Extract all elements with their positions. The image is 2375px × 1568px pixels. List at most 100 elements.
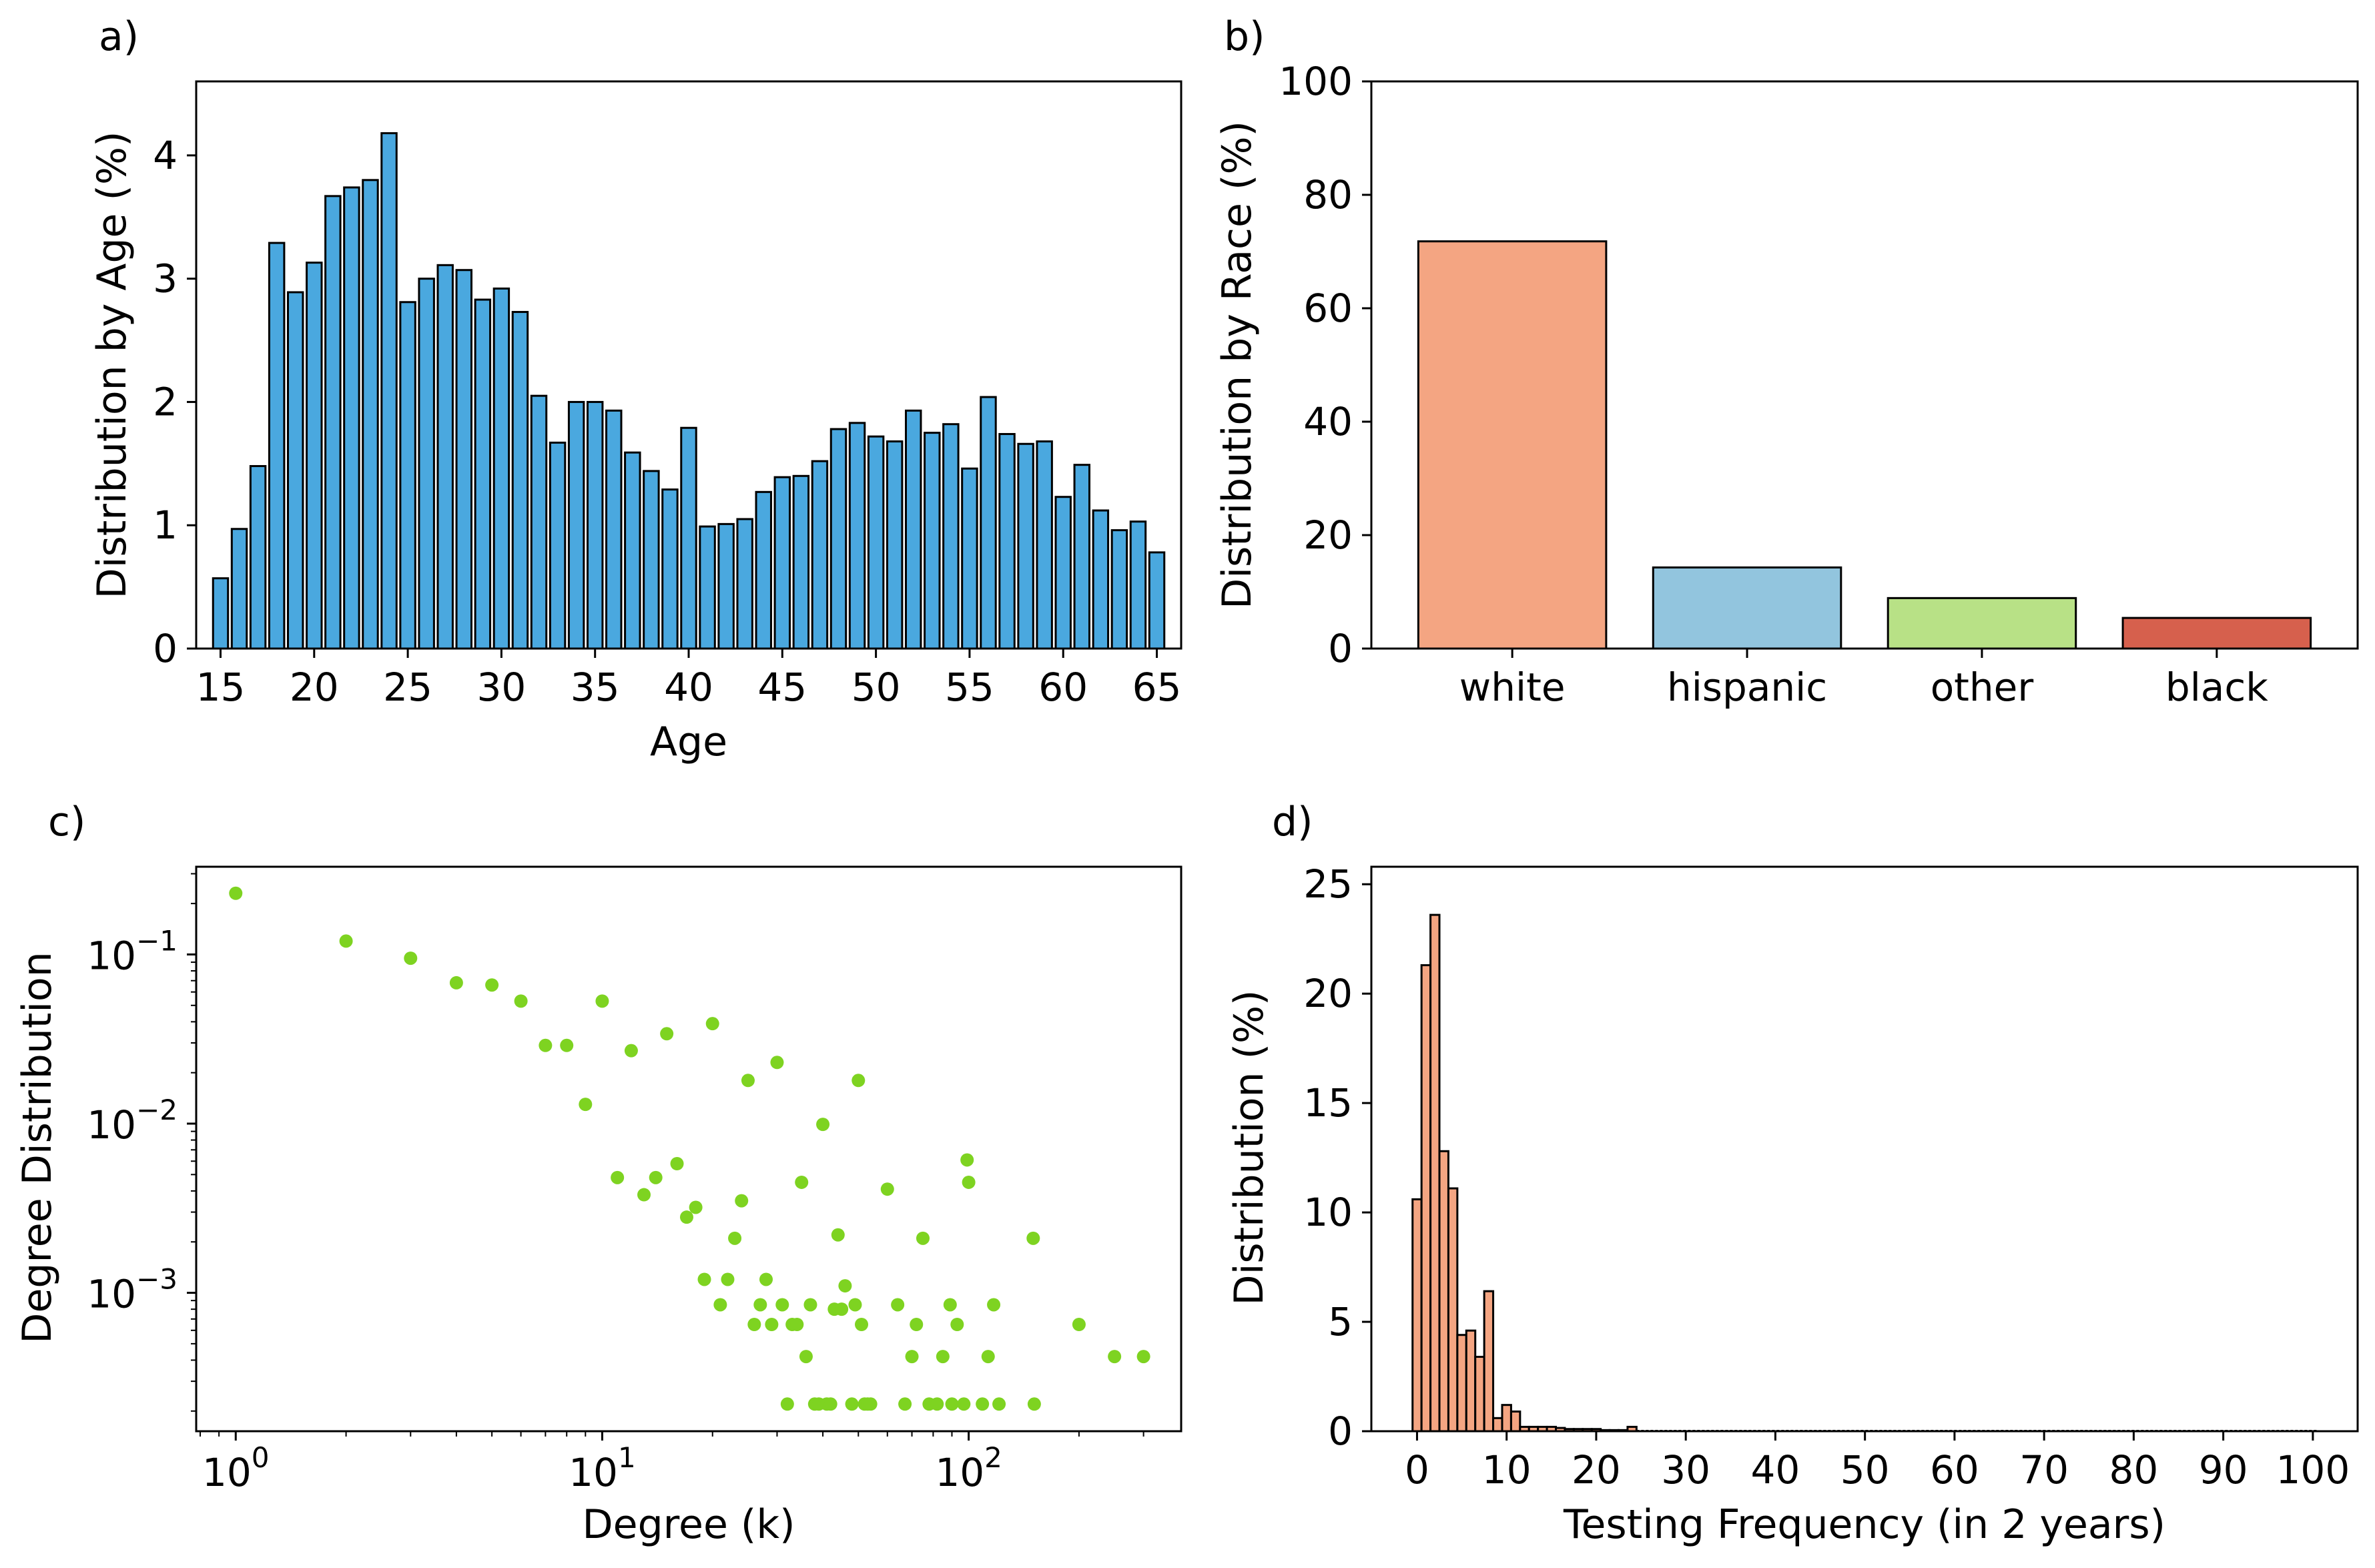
degree-point [485,978,499,992]
degree-y-tick-label: 10−3 [87,1263,178,1317]
age-bar [1110,529,1128,650]
age-bar [230,528,248,650]
degree-point [649,1170,663,1184]
age-y-tick-label: 3 [153,256,178,302]
degree-x-tick-label: 101 [569,1441,636,1495]
age-x-tick-label: 55 [945,665,994,710]
degree-point [831,1228,845,1242]
race-y-ticks: 0 20 40 60 80 100 [1279,59,1371,671]
degree-point [713,1298,727,1312]
degree-y-axis-label: Degree Distribution [14,951,61,1344]
age-bar [511,311,529,650]
age-bar [1092,509,1110,650]
degree-point [705,1017,719,1031]
panel-a-label: a) [99,13,139,60]
degree-point [950,1317,964,1331]
race-plot-frame [1370,80,2359,650]
degree-point [728,1231,742,1245]
degree-point [449,975,463,990]
panel-b: b) white hispanic other black 020406080100 … [1214,13,2359,710]
degree-x-axis-label: Degree (k) [582,1501,795,1548]
degree-point [987,1298,1001,1312]
age-bar [680,426,697,650]
testing-bar [1447,1187,1459,1433]
degree-point [845,1397,859,1411]
age-bar [436,264,454,650]
race-y-tick-label: 0 [1328,626,1353,671]
panel-a: a) 15 20 25 30 35 40 45 50 55 60 65 0 1 2 3 4 Age Dist… [89,13,1182,765]
testing-x-tick-label: 50 [1840,1447,1890,1493]
race-y-tick-label: 40 [1303,399,1353,444]
degree-point [976,1397,990,1411]
testing-bar [1501,1404,1512,1433]
race-y-tick-label: 100 [1279,59,1353,104]
degree-point [747,1317,761,1331]
age-bar [980,396,997,650]
degree-point [741,1074,755,1088]
race-bar-white [1417,240,1608,650]
age-x-tick-label: 40 [664,665,713,710]
panel-b-label: b) [1224,13,1265,60]
age-bar [661,488,679,650]
age-bar [736,518,753,650]
age-bar [212,577,230,650]
panel-c-label: c) [48,799,85,845]
testing-bars [1411,913,2318,1433]
degree-point [992,1397,1006,1411]
age-bar [998,432,1016,650]
degree-point [775,1298,789,1312]
degree-point [962,1175,976,1189]
testing-bar [1429,913,1441,1433]
degree-point [753,1298,767,1312]
age-bar [343,186,360,650]
degree-y-ticks: 10−1 10−2 10−3 [87,873,196,1412]
degree-point [910,1317,924,1331]
degree-point [679,1210,693,1224]
testing-x-tick-label: 10 [1482,1447,1532,1493]
testing-bar [1438,1150,1449,1433]
testing-x-ticks: 0 10 20 30 40 50 60 70 80 90 100 [1405,1431,2350,1493]
degree-point [1072,1317,1086,1331]
degree-point [916,1231,930,1245]
degree-point [838,1279,852,1293]
degree-point [404,951,418,965]
age-bar [1148,551,1166,650]
degree-point [795,1175,809,1189]
age-bar [643,470,660,650]
race-y-tick-label: 80 [1303,172,1353,218]
age-bar [474,298,492,650]
age-x-tick-label: 65 [1132,665,1182,710]
degree-point [880,1182,894,1196]
race-x-ticks: white hispanic other black [1459,649,2268,710]
age-bar [1017,442,1034,650]
age-x-tick-label: 50 [852,665,901,710]
age-bar [268,242,286,650]
degree-point [670,1156,684,1170]
testing-bar [1456,1334,1467,1433]
age-bar [1129,520,1147,650]
age-bar [1036,440,1053,650]
age-bar [942,423,960,650]
age-bar [886,440,904,650]
age-bar [905,409,922,650]
degree-point [799,1350,813,1364]
age-bar [755,490,772,650]
race-y-tick-label: 60 [1303,286,1353,331]
degree-x-tick-label: 102 [935,1441,1002,1495]
age-bar [530,394,548,650]
age-y-axis-label: Distribution by Age (%) [89,131,135,599]
age-bar [605,409,623,650]
age-x-tick-label: 30 [476,665,526,710]
degree-point [735,1194,749,1208]
race-bars [1417,240,2312,650]
testing-x-tick-label: 20 [1572,1447,1621,1493]
race-bar-black [2121,617,2312,650]
testing-y-tick-label: 25 [1303,861,1353,907]
age-bar [924,432,941,650]
testing-x-tick-label: 40 [1751,1447,1800,1493]
age-x-tick-label: 25 [383,665,432,710]
age-y-tick-label: 2 [153,379,178,424]
degree-point [595,994,609,1008]
degree-points [229,886,1150,1411]
